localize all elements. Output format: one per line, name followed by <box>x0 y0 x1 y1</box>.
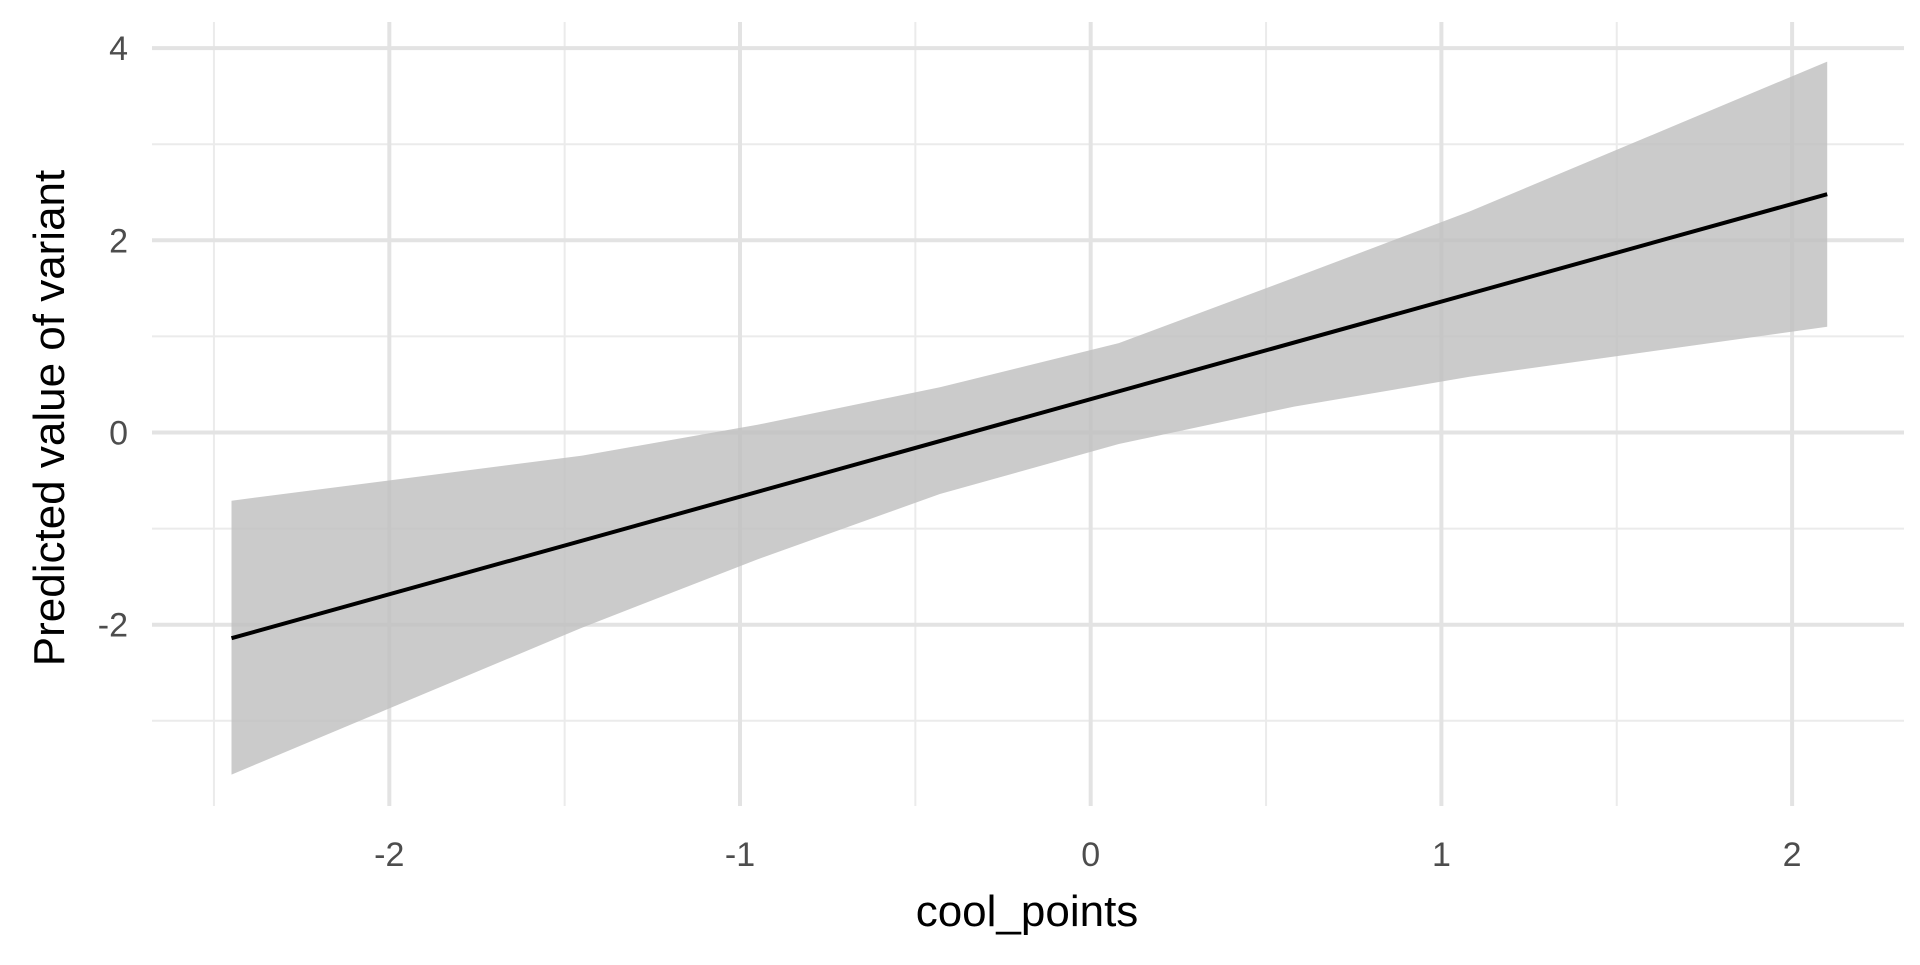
prediction-line-path <box>230 192 1828 641</box>
y-axis-title: Predicted value of variant <box>25 170 74 667</box>
x-tick-label: 1 <box>1432 836 1451 874</box>
y-tick-label: -2 <box>98 607 128 645</box>
tick-labels: -2 -1 0 1 2 -2 0 2 4 <box>98 30 1802 874</box>
x-tick-label: -2 <box>374 836 404 874</box>
y-tick-label: 2 <box>109 222 128 260</box>
x-axis-title: cool_points <box>916 887 1139 936</box>
grid <box>152 22 1904 806</box>
x-tick-label: -1 <box>725 836 755 874</box>
y-tick-label: 0 <box>109 415 128 453</box>
x-tick-label: 0 <box>1081 836 1100 874</box>
prediction-line <box>230 192 1828 641</box>
y-tick-label: 4 <box>109 30 128 68</box>
x-tick-label: 2 <box>1783 836 1802 874</box>
